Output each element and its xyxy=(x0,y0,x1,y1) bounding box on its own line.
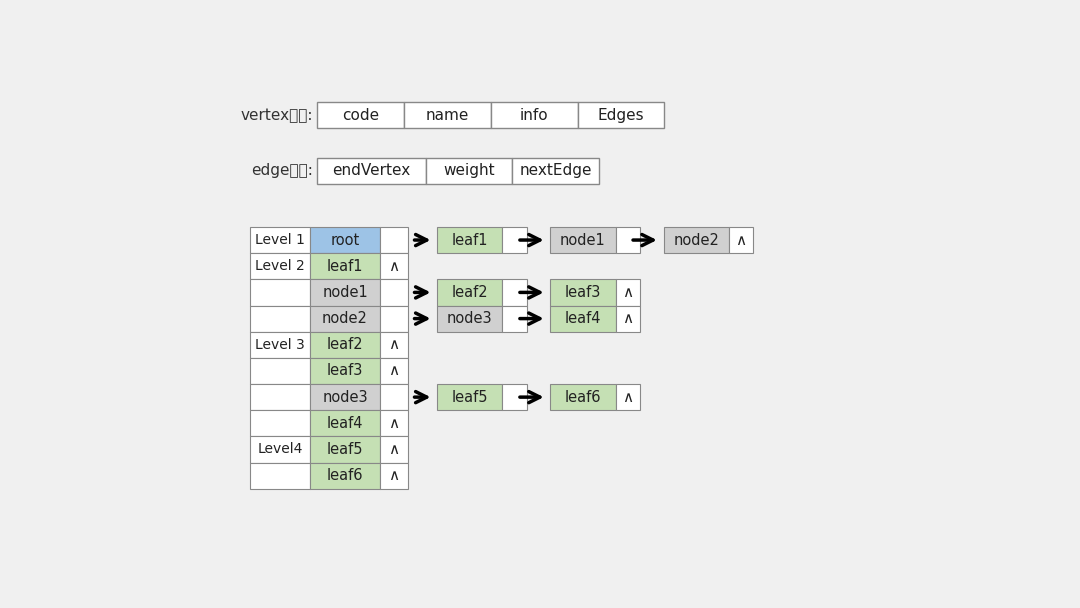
Bar xyxy=(249,253,310,279)
Bar xyxy=(404,102,490,128)
Text: leaf1: leaf1 xyxy=(327,259,363,274)
Text: leaf6: leaf6 xyxy=(327,468,363,483)
Bar xyxy=(502,227,527,253)
Text: leaf2: leaf2 xyxy=(327,337,363,352)
Text: node2: node2 xyxy=(673,232,719,247)
Bar xyxy=(310,305,380,332)
Bar xyxy=(318,157,426,184)
Bar xyxy=(551,279,616,305)
Bar xyxy=(249,279,310,305)
Text: nextEdge: nextEdge xyxy=(519,164,592,178)
Bar xyxy=(437,305,502,332)
Text: Level4: Level4 xyxy=(257,443,302,457)
Text: node2: node2 xyxy=(322,311,368,326)
Text: leaf4: leaf4 xyxy=(565,311,602,326)
Bar xyxy=(616,227,640,253)
Bar xyxy=(616,279,640,305)
Text: root: root xyxy=(330,232,360,247)
Bar xyxy=(502,279,527,305)
Bar xyxy=(380,227,408,253)
Text: node1: node1 xyxy=(561,232,606,247)
Text: ∧: ∧ xyxy=(389,337,400,352)
Bar xyxy=(380,384,408,410)
Bar xyxy=(249,227,310,253)
Bar xyxy=(502,305,527,332)
Bar xyxy=(310,227,380,253)
Bar xyxy=(249,384,310,410)
Bar xyxy=(310,332,380,358)
Text: endVertex: endVertex xyxy=(333,164,410,178)
Bar xyxy=(310,253,380,279)
Text: ∧: ∧ xyxy=(389,364,400,378)
Bar xyxy=(426,157,512,184)
Bar xyxy=(380,279,408,305)
Bar xyxy=(616,305,640,332)
Text: leaf5: leaf5 xyxy=(451,390,488,405)
Text: ∧: ∧ xyxy=(389,468,400,483)
Bar xyxy=(249,463,310,489)
Text: Level 2: Level 2 xyxy=(255,259,305,273)
Text: node3: node3 xyxy=(322,390,368,405)
Bar xyxy=(551,227,616,253)
Bar xyxy=(310,279,380,305)
Text: node3: node3 xyxy=(447,311,492,326)
Bar xyxy=(437,279,502,305)
Text: leaf3: leaf3 xyxy=(565,285,602,300)
Text: leaf3: leaf3 xyxy=(327,364,363,378)
Bar xyxy=(310,463,380,489)
Text: ∧: ∧ xyxy=(389,442,400,457)
Text: weight: weight xyxy=(443,164,495,178)
Bar xyxy=(249,437,310,463)
Text: Edges: Edges xyxy=(597,108,645,123)
Text: leaf6: leaf6 xyxy=(565,390,602,405)
Text: ∧: ∧ xyxy=(622,390,634,405)
Bar xyxy=(502,384,527,410)
Bar xyxy=(616,384,640,410)
Bar xyxy=(663,227,729,253)
Text: ∧: ∧ xyxy=(389,416,400,431)
Text: name: name xyxy=(426,108,469,123)
Text: edge结构:: edge结构: xyxy=(252,164,313,178)
Bar xyxy=(437,227,502,253)
Text: Level 1: Level 1 xyxy=(255,233,305,247)
Bar xyxy=(310,437,380,463)
Text: vertex结构:: vertex结构: xyxy=(241,108,313,123)
Text: ∧: ∧ xyxy=(622,311,634,326)
Bar xyxy=(551,384,616,410)
Text: info: info xyxy=(519,108,549,123)
Bar xyxy=(318,102,404,128)
Bar xyxy=(310,358,380,384)
Bar xyxy=(380,358,408,384)
Bar xyxy=(380,410,408,437)
Text: ∧: ∧ xyxy=(622,285,634,300)
Text: leaf4: leaf4 xyxy=(327,416,363,431)
Bar xyxy=(380,437,408,463)
Text: node1: node1 xyxy=(322,285,368,300)
Bar xyxy=(729,227,754,253)
Text: ∧: ∧ xyxy=(389,259,400,274)
Bar xyxy=(551,305,616,332)
Bar xyxy=(310,384,380,410)
Text: leaf5: leaf5 xyxy=(327,442,363,457)
Bar xyxy=(512,157,599,184)
Bar xyxy=(578,102,664,128)
Bar xyxy=(380,253,408,279)
Bar xyxy=(437,384,502,410)
Bar xyxy=(380,332,408,358)
Text: code: code xyxy=(342,108,379,123)
Bar xyxy=(380,463,408,489)
Bar xyxy=(380,305,408,332)
Bar xyxy=(310,410,380,437)
Bar xyxy=(249,410,310,437)
Bar xyxy=(249,358,310,384)
Bar xyxy=(490,102,578,128)
Text: Level 3: Level 3 xyxy=(255,338,305,352)
Text: leaf2: leaf2 xyxy=(451,285,488,300)
Text: ∧: ∧ xyxy=(735,232,746,247)
Bar xyxy=(249,305,310,332)
Bar xyxy=(249,332,310,358)
Text: leaf1: leaf1 xyxy=(451,232,488,247)
